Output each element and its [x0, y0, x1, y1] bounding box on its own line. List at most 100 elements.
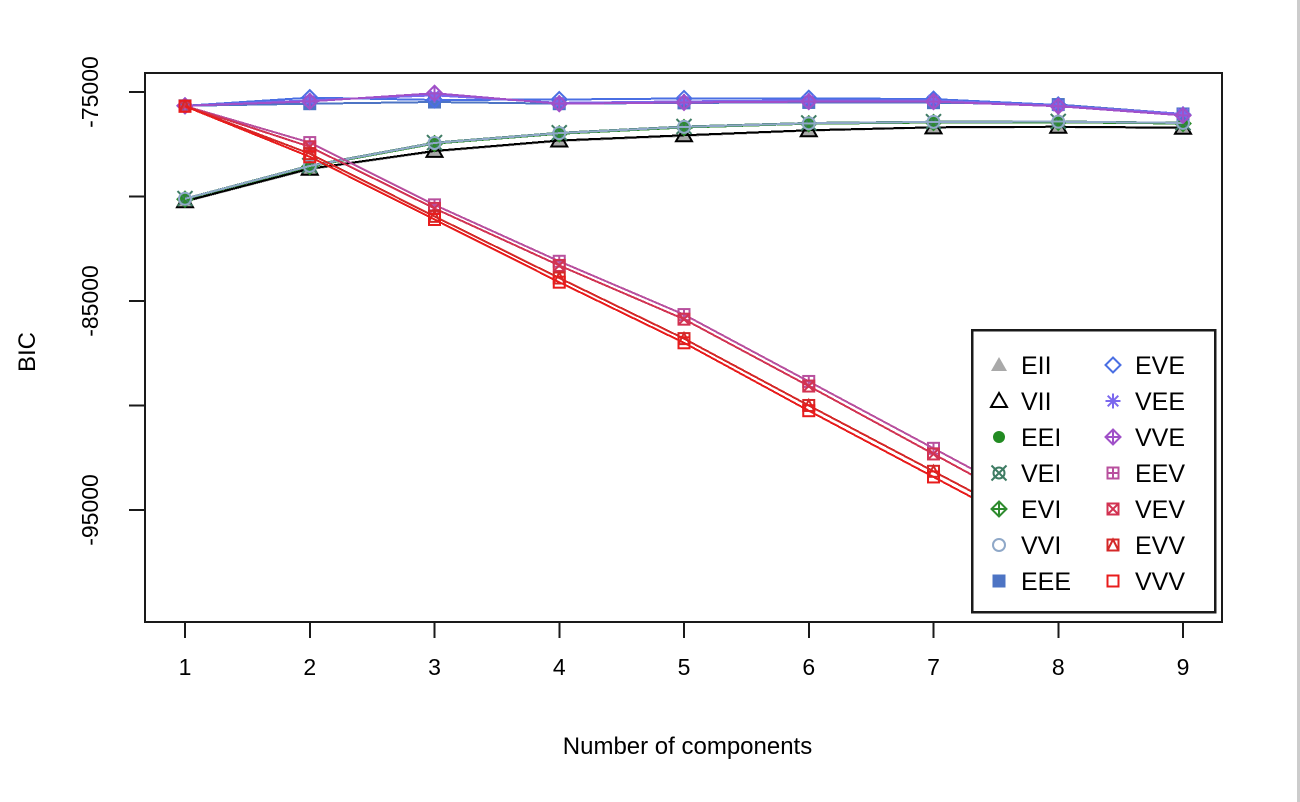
legend-label-VEI: VEI — [1021, 460, 1061, 488]
legend-symbol-EVI — [990, 500, 1008, 518]
data-point-VVE-7 — [924, 92, 943, 111]
data-point-VVV-3-shape — [428, 212, 441, 226]
data-point-VEV-7-shape — [927, 447, 940, 461]
data-point-EVE-3 — [425, 91, 444, 109]
legend-symbol-EEI — [993, 431, 1005, 443]
legend: EII VII EEI VEI EVI VVI EEE EVE VEE VVE EEV VEV EVV V… — [970, 328, 1217, 614]
x-tick-label: 5 — [678, 654, 691, 680]
data-point-VVI-1-shape — [178, 191, 192, 206]
data-point-VVV-6 — [802, 404, 816, 418]
data-point-VII-4 — [549, 130, 569, 148]
data-point-VEV-6-shape — [802, 379, 816, 393]
series-line-VEV — [184, 105, 1059, 523]
data-point-VVE-3 — [425, 84, 444, 103]
data-point-VVI-7-shape — [926, 114, 941, 129]
data-point-VEV-5 — [677, 312, 691, 326]
data-point-VEV-5-stroke — [677, 312, 691, 326]
legend-symbol-VVI — [992, 538, 1006, 552]
data-point-VVV-7-shape — [927, 470, 940, 484]
data-point-VVI-8-shape — [1051, 114, 1066, 129]
data-point-VVV-6-shape — [802, 404, 816, 418]
legend-symbol-VEV-stroke — [1106, 502, 1120, 516]
data-point-VVE-3-shape — [425, 84, 444, 103]
data-point-VEV-7-stroke — [927, 447, 940, 461]
legend-label-VEV: VEV — [1135, 496, 1185, 524]
data-point-EVV-7-shape2 — [927, 463, 940, 478]
legend-symbol-EEE — [992, 574, 1006, 588]
data-point-VVE-5 — [675, 93, 693, 112]
data-point-VVV-2-shape — [303, 150, 317, 164]
data-point-VVE-2 — [300, 92, 319, 111]
legend-label-VII: VII — [1021, 388, 1052, 416]
legend-symbol-VVV-shape — [1106, 574, 1120, 588]
legend-symbol-EII — [991, 357, 1007, 371]
data-point-VVV-2 — [303, 150, 317, 164]
data-point-VVE-8 — [1049, 97, 1068, 116]
data-point-VVE-9 — [1174, 106, 1192, 125]
legend-symbol-VEV — [1106, 502, 1120, 516]
data-point-VVI-3-shape — [427, 135, 442, 150]
data-point-VVI-5-shape — [677, 119, 691, 134]
legend-symbol-VII-shape — [989, 390, 1009, 408]
y-tick-label: -95000 — [77, 474, 103, 546]
data-point-VVV-5-shape — [677, 336, 691, 350]
legend-label-VVI: VVI — [1021, 532, 1061, 560]
data-point-VEV-3-stroke — [428, 202, 441, 215]
data-point-VII-5 — [674, 125, 694, 143]
data-point-EVV-6-shape2 — [802, 397, 816, 412]
legend-symbol-VVI-shape — [992, 538, 1006, 552]
legend-symbol-EVE-shape — [1104, 356, 1122, 374]
legend-label-VVE: VVE — [1135, 424, 1185, 452]
x-tick-label: 2 — [303, 654, 316, 680]
data-point-VVI-3 — [427, 135, 442, 150]
legend-label-EVI: EVI — [1021, 496, 1061, 524]
data-point-VVI-1 — [178, 191, 192, 206]
legend-symbol-VEV-shape — [1106, 502, 1120, 516]
legend-symbol-VVE — [1104, 428, 1122, 446]
x-tick-label: 4 — [553, 654, 566, 680]
data-point-VVV-7 — [927, 470, 940, 484]
x-tick-label: 3 — [428, 654, 441, 680]
legend-symbol-VVV — [1106, 574, 1120, 588]
legend-symbol-EVE — [1104, 356, 1122, 374]
legend-symbol-VEE — [1105, 393, 1121, 409]
legend-label-EEE: EEE — [1021, 568, 1071, 596]
y-tick-label: -85000 — [77, 265, 103, 337]
x-tick-label: 8 — [1052, 654, 1065, 680]
series-line-VVI — [184, 120, 1184, 200]
data-point-VVI-6-shape — [801, 116, 816, 131]
legend-symbol-VEI — [990, 464, 1008, 482]
legend-symbol-EEI-shape — [993, 431, 1005, 443]
data-point-VEV-6-stroke — [802, 379, 815, 393]
data-point-VVV-5 — [677, 336, 691, 350]
legend-symbol-VEE-stroke — [1106, 394, 1120, 408]
data-point-VII-3-shape — [424, 140, 445, 158]
legend-label-VVV: VVV — [1135, 568, 1185, 596]
series-line-VVV — [184, 105, 1059, 545]
data-point-VVI-4 — [552, 126, 567, 141]
data-point-VVI-7 — [926, 114, 941, 129]
data-point-VVV-4 — [552, 275, 566, 289]
data-point-VVV-1 — [178, 99, 192, 113]
legend-symbol-VII — [989, 390, 1009, 408]
window-edge — [1297, 0, 1300, 802]
data-point-VVI-4-shape — [552, 126, 567, 141]
legend-label-EEV: EEV — [1135, 460, 1185, 488]
y-tick-label: -75000 — [77, 56, 103, 128]
x-tick-label: 9 — [1177, 654, 1190, 680]
data-point-VVV-4-shape — [552, 275, 566, 289]
data-point-EVE-3-shape — [425, 91, 444, 109]
data-point-VII-5-shape — [674, 125, 694, 143]
legend-label-EII: EII — [1021, 352, 1052, 380]
data-point-VEV-7 — [927, 447, 940, 461]
legend-label-EEI: EEI — [1021, 424, 1061, 452]
data-point-VVI-6 — [801, 116, 816, 131]
legend-box — [970, 328, 1217, 614]
legend-symbol-EVV-shape2 — [1106, 537, 1120, 551]
data-point-VEV-5-shape — [677, 312, 691, 326]
legend-symbol-EEE-shape — [992, 574, 1006, 588]
legend-symbol-VEI-stroke — [990, 464, 1008, 482]
series-line-EEV — [184, 105, 1059, 517]
